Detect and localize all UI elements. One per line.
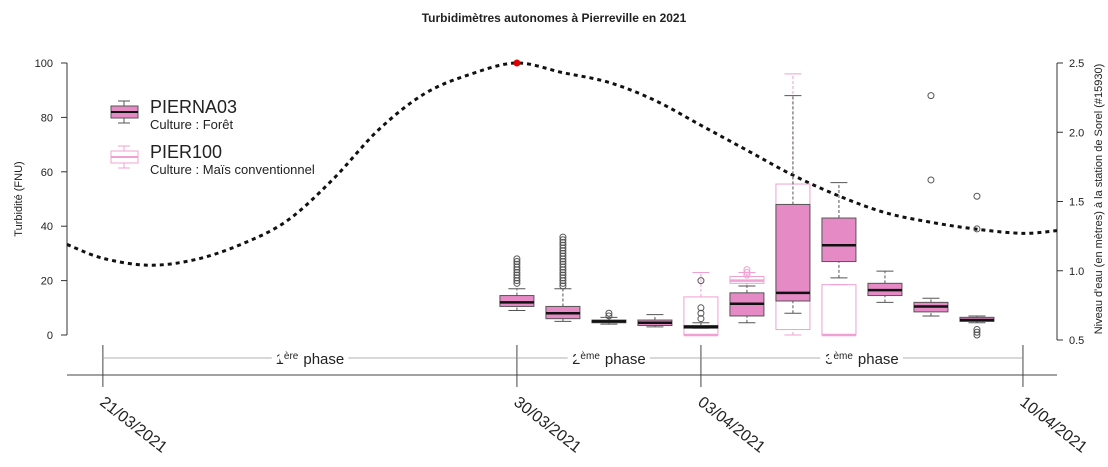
outlier [973, 225, 981, 233]
outlier [559, 279, 567, 287]
phase-label: 3ème phase [825, 351, 899, 369]
y-tick-label: 0 [47, 330, 53, 342]
x-tick-label: 03/04/2021 [694, 394, 768, 457]
outlier [927, 176, 935, 184]
outlier [973, 328, 981, 336]
phase-label: 2ème phase [572, 351, 646, 369]
outlier [513, 255, 521, 263]
outlier [927, 92, 935, 100]
y2-tick-label: 1.5 [1069, 197, 1084, 209]
outlier [513, 268, 521, 276]
outlier [697, 277, 705, 285]
outlier [559, 277, 567, 285]
y-tick-label: 40 [41, 221, 53, 233]
outlier [513, 260, 521, 268]
outlier [559, 241, 567, 249]
y-tick-label: 80 [41, 112, 53, 124]
phase-number: 3 [825, 351, 833, 368]
phase-text: phase [303, 351, 344, 368]
phase-text: phase [605, 351, 646, 368]
outlier [743, 268, 751, 276]
outlier [559, 260, 567, 268]
outlier [559, 247, 567, 255]
outlier [559, 258, 567, 266]
outlier [743, 266, 751, 274]
outlier [605, 312, 613, 320]
legend-culture: Culture : Maïs conventionnel [150, 162, 315, 177]
outlier [513, 274, 521, 282]
x-tick-label: 10/04/2021 [1016, 394, 1090, 457]
outlier [605, 309, 613, 317]
outlier [513, 277, 521, 285]
legend-label: PIERNA03 [150, 97, 237, 117]
outlier [559, 244, 567, 252]
phase-label: 1ère phase [276, 351, 345, 369]
box [821, 284, 857, 336]
outlier [513, 279, 521, 287]
outlier [973, 192, 981, 200]
outlier [559, 271, 567, 279]
outlier [513, 263, 521, 271]
y2-tick-label: 2.0 [1069, 127, 1084, 139]
level-line [66, 61, 1058, 267]
y-axis-label: Turbidité (FNU) [13, 161, 25, 236]
outlier [743, 271, 751, 279]
phase-number: 2 [572, 351, 580, 368]
outlier [559, 233, 567, 241]
outlier [697, 315, 705, 323]
level-peak [513, 59, 521, 67]
outlier [973, 326, 981, 334]
y-tick-label: 20 [41, 276, 53, 288]
y-tick-label: 60 [41, 167, 53, 179]
phase-sup: ème [580, 351, 600, 362]
outlier [697, 304, 705, 312]
outlier [697, 309, 705, 317]
box [775, 203, 811, 302]
box [499, 295, 535, 307]
outlier [559, 236, 567, 244]
y2-axis-label: Niveau d'eau (en mètres) à la station de… [1093, 64, 1105, 335]
outlier [513, 266, 521, 274]
y2-tick-label: 2.5 [1069, 58, 1084, 70]
phase-number: 1 [276, 351, 284, 368]
outlier [559, 252, 567, 260]
outlier [513, 271, 521, 279]
box [821, 217, 857, 263]
outlier [559, 268, 567, 276]
outlier [559, 274, 567, 282]
outlier [513, 258, 521, 266]
legend-label: PIER100 [150, 142, 222, 162]
legend-culture: Culture : Forêt [150, 117, 233, 132]
outlier [559, 282, 567, 290]
outlier [559, 266, 567, 274]
phase-sup: ère [284, 351, 299, 362]
y2-tick-label: 0.5 [1069, 335, 1084, 347]
chart-title: Turbidimètres autonomes à Pierreville en… [422, 11, 687, 25]
outlier [973, 331, 981, 339]
outlier [559, 249, 567, 257]
y-tick-label: 100 [35, 58, 53, 70]
phase-text: phase [858, 351, 899, 368]
y2-tick-label: 1.0 [1069, 266, 1084, 278]
x-tick-label: 21/03/2021 [96, 394, 170, 457]
x-tick-label: 30/03/2021 [510, 394, 584, 457]
phase-sup: ème [833, 351, 853, 362]
outlier [559, 263, 567, 271]
outlier [559, 239, 567, 247]
outlier [559, 255, 567, 263]
